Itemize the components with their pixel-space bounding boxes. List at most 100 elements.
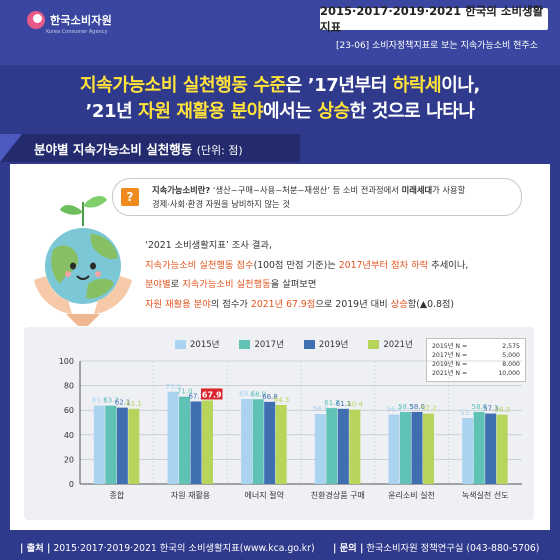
section-unit: (단위: 점) (196, 144, 243, 157)
highlight-label-bg (201, 388, 223, 400)
survey-line-4: 자원 재활용 분야의 점수가 2021년 67.9점으로 2019년 대비 상승… (145, 295, 525, 315)
data-label: 63.7 (92, 397, 108, 405)
sub-title: [23-06] 소비자정책지표로 보는 지속가능소비 현주소 (336, 41, 538, 51)
y-tick-label: 100 (59, 357, 74, 366)
definition-box (112, 178, 522, 216)
definition-text: 지속가능소비란? ‘생산~구매~사용~처분~재생산’ 등 소비 전과정에서 미래… (152, 183, 512, 211)
data-label: 67.1 (188, 392, 204, 400)
series-title: 2015·2017·2019·2021 한국의 소비생활지표 (320, 4, 548, 34)
survey-text: 추세이나, (428, 259, 469, 271)
bar (423, 413, 434, 484)
data-label: 64.3 (274, 396, 290, 404)
footer: | 출처 | 2015·2017·2019·2021 한국의 소비생활지표(ww… (0, 534, 560, 560)
survey-emph: 상승 (390, 298, 408, 310)
y-tick-label: 0 (69, 480, 74, 489)
bar (264, 401, 276, 484)
bar (167, 391, 179, 484)
bar (179, 396, 190, 484)
x-tick-label: 친환경상품 구매 (311, 490, 365, 500)
bar (485, 413, 497, 484)
question-icon: ? (121, 188, 139, 206)
bar (116, 407, 128, 484)
data-label: 63.7 (103, 397, 119, 405)
sample-size-value: 10,000 (498, 370, 520, 377)
headline-highlight: 자원 재활용 분야 (138, 101, 264, 122)
survey-emph: 자원 재활용 분야 (145, 298, 211, 310)
y-tick-label: 60 (64, 406, 74, 415)
sample-size-row: 2017년 N = 5,000 (432, 351, 520, 360)
data-label: 61.1 (126, 400, 142, 408)
legend-item: 2017년 (239, 338, 284, 350)
bar (105, 405, 117, 484)
headline-highlight: 상승 (317, 101, 350, 122)
bar (252, 399, 264, 484)
data-label: 53.7 (460, 409, 476, 417)
data-label: 56.9 (313, 405, 329, 413)
data-label: 71.0 (177, 388, 193, 396)
definition-term: 지속가능소비란? (152, 185, 211, 195)
y-tick-label: 20 (64, 455, 74, 464)
sample-size-row: 2015년 N = 2,575 (432, 342, 520, 351)
data-label: 68.9 (251, 390, 267, 398)
data-label: 75.0 (165, 383, 181, 391)
y-tick-label: 80 (64, 382, 74, 391)
survey-summary: ‘2021 소비생활지표’ 조사 결과, 지속가능소비 실천행동 점수(100점… (145, 236, 525, 314)
survey-line-2: 지속가능소비 실천행동 점수(100점 만점 기준)는 2017년부터 점차 하… (145, 256, 525, 276)
section-title: 분야별 지속가능소비 실천행동 (단위: 점) (34, 139, 243, 158)
data-label: 58.5 (398, 403, 414, 411)
legend-item: 2019년 (303, 338, 349, 350)
bar (314, 414, 326, 484)
data-label: 57.3 (483, 405, 499, 413)
survey-emph: 지속가능소비 실천행동 점수 (145, 259, 254, 271)
data-label: 56.3 (495, 406, 511, 414)
survey-emph: 2017년부터 점차 하락 (338, 259, 429, 271)
legend-swatch (239, 339, 251, 349)
footer-source-label: | 출처 | (20, 543, 51, 554)
survey-emph: 분야별 (145, 279, 171, 290)
survey-text: 을 살펴보면 (270, 279, 317, 290)
footer-contact-text: 한국소비자원 정책연구실 (043-880-5706) (363, 543, 540, 554)
survey-text: 로 (170, 279, 183, 290)
data-label: 62.1 (115, 399, 131, 407)
y-tick-label: 40 (64, 431, 74, 440)
data-label: 67.9 (202, 390, 222, 399)
legend-item: 2015년 (175, 338, 219, 350)
footer-source: | 출처 | 2015·2017·2019·2021 한국의 소비생활지표(ww… (20, 540, 315, 554)
x-tick-label: 종합 (109, 491, 124, 500)
survey-text: (100점 만점 기준)는 (253, 259, 339, 271)
bar (241, 399, 253, 484)
survey-emph: 지속가능소비 실천행동 (182, 279, 271, 290)
data-label: 58.6 (409, 403, 425, 411)
bar (326, 408, 338, 484)
definition-part: ‘생산~구매~사용~처분~재생산’ 등 소비 전과정에서 (210, 185, 402, 195)
headline-text: 한 것으로 나타나 (349, 101, 475, 122)
legend-item: 2021년 (368, 338, 413, 350)
survey-text: 의 점수가 (210, 298, 251, 310)
data-label: 57.2 (421, 405, 437, 413)
x-tick-label: 에너지 절약 (244, 490, 284, 500)
bar (202, 400, 213, 484)
kca-logo-icon (27, 11, 45, 29)
sample-size-value: 5,000 (502, 352, 520, 359)
data-label: 56.4 (386, 406, 402, 414)
footer-source-text: 2015·2017·2019·2021 한국의 소비생활지표(www.kca.g… (50, 543, 315, 554)
headline-text: 은 ’17년부터 (285, 75, 393, 96)
data-label: 69.1 (239, 390, 255, 398)
section-title-text: 분야별 지속가능소비 실천행동 (34, 142, 193, 157)
sample-size-label: 2017년 N = (432, 352, 468, 359)
x-tick-label: 윤리소비 실천 (388, 490, 435, 500)
legend-swatch (175, 339, 186, 349)
data-label: 60.4 (347, 401, 363, 409)
legend-label: 2021년 (383, 340, 413, 350)
bar (462, 417, 474, 484)
chart-legend: 2015년 2017년 2019년 2021년 (175, 338, 413, 350)
bar (496, 414, 508, 484)
x-tick-label: 녹색실천 선도 (462, 490, 509, 500)
bar (275, 404, 287, 484)
bar (349, 409, 361, 484)
bar (473, 411, 485, 484)
kca-logo: 한국소비자원 (27, 11, 112, 29)
legend-label: 2019년 (318, 340, 349, 350)
survey-emph: 2021년 67.9점 (250, 298, 316, 310)
